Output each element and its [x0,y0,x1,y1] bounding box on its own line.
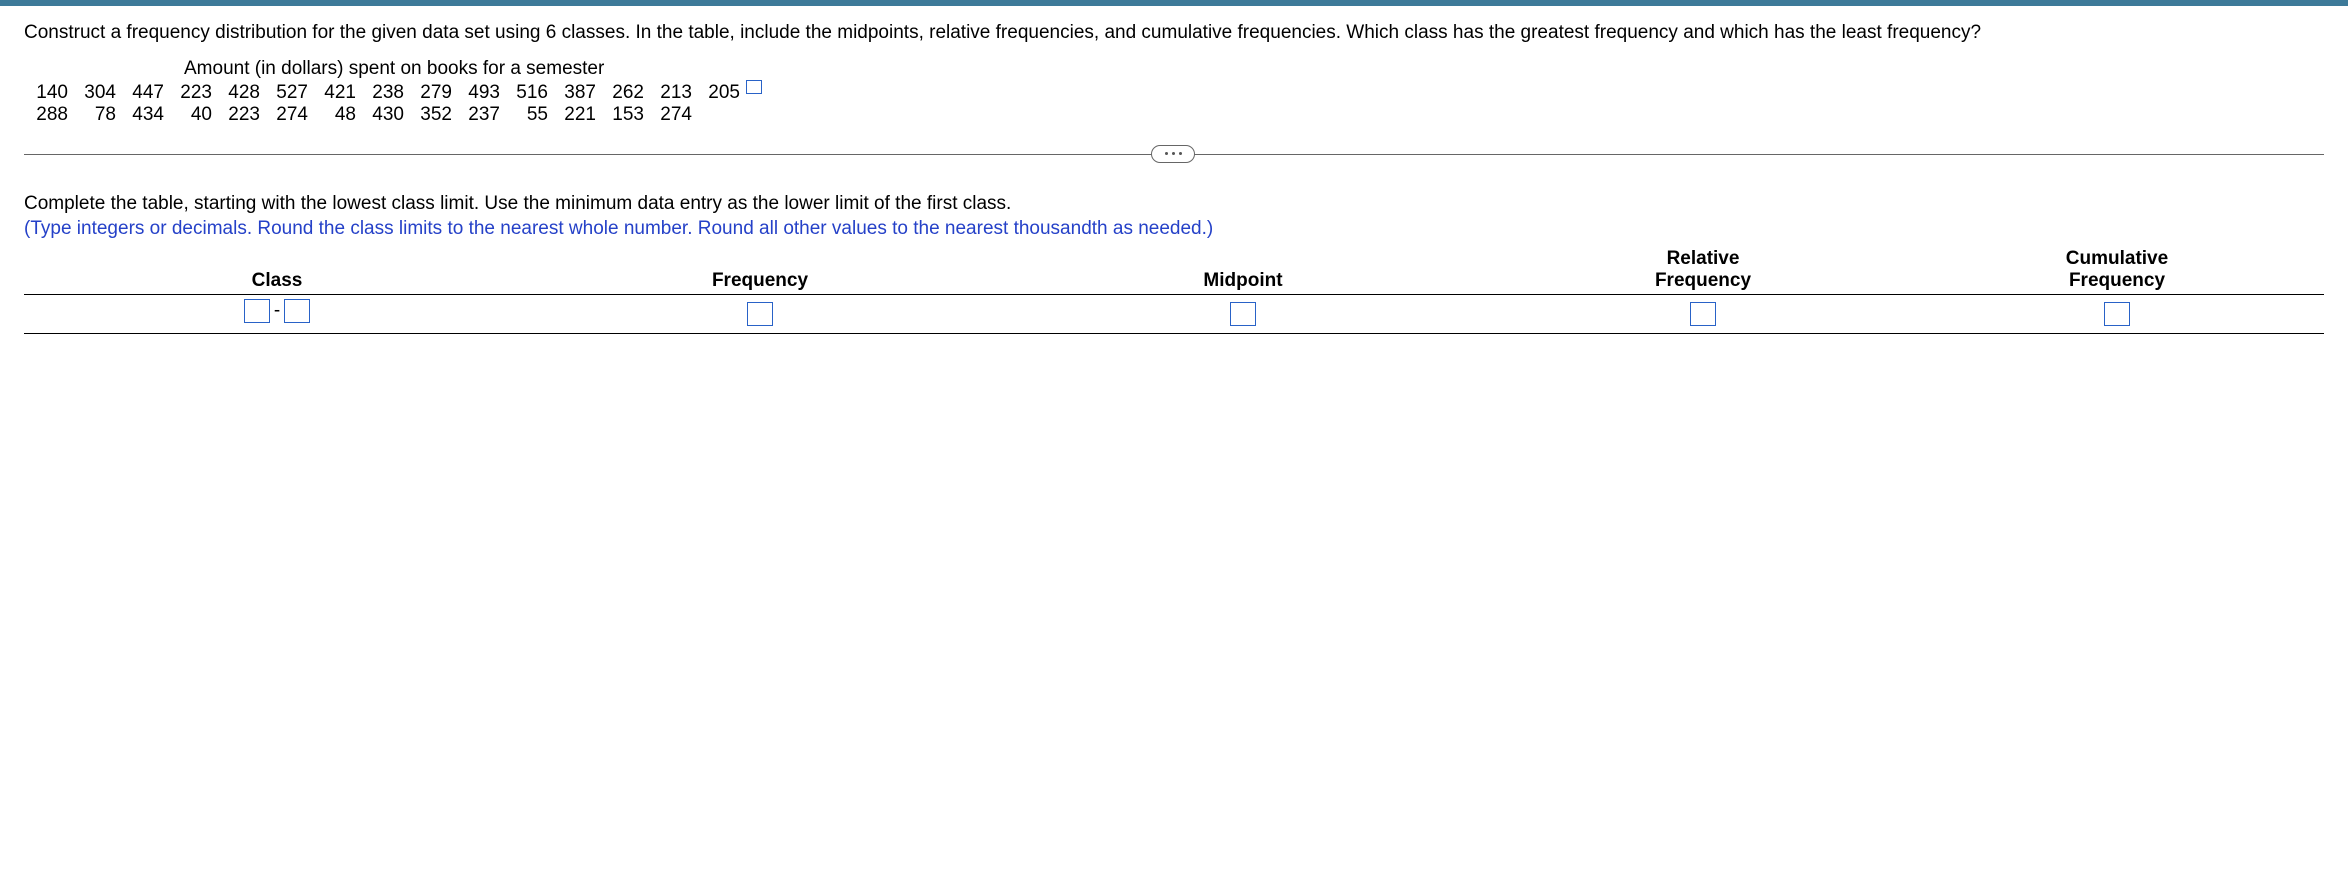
midpoint-input[interactable] [1230,302,1256,326]
data-cell: 223 [216,104,264,126]
content-area: Construct a frequency distribution for t… [0,6,2348,334]
cell-midpoint [990,302,1496,326]
data-cell: 527 [264,82,312,104]
header-cumulative-frequency: Cumulative Frequency [1910,248,2324,294]
data-cell: 213 [648,82,696,104]
data-cell: 140 [24,82,72,104]
data-title: Amount (in dollars) spent on books for a… [184,58,2324,80]
data-cell: 78 [72,104,120,126]
data-cell: 262 [600,82,648,104]
data-cell: 55 [504,104,552,126]
section-divider [24,154,2324,155]
frequency-table: Class Frequency Midpoint Relative Freque… [24,248,2324,334]
table-header-row: Class Frequency Midpoint Relative Freque… [24,248,2324,295]
cell-frequency [530,302,990,326]
data-cell: 279 [408,82,456,104]
header-cumulative-line2: Frequency [2069,270,2165,291]
header-cumulative-line1: Cumulative [2066,248,2168,269]
header-midpoint: Midpoint [990,270,1496,294]
data-cell: 274 [648,104,696,126]
data-row-1: 140 304 447 223 428 527 421 238 279 493 … [24,82,2324,104]
data-cell: 274 [264,104,312,126]
cell-relative-frequency [1496,302,1910,326]
data-cell: 447 [120,82,168,104]
instruction-hint: (Type integers or decimals. Round the cl… [24,218,1213,239]
data-cell: 428 [216,82,264,104]
header-frequency: Frequency [530,270,990,294]
class-lower-input[interactable] [244,299,270,323]
relative-frequency-input[interactable] [1690,302,1716,326]
data-cell: 304 [72,82,120,104]
data-rows: 140 304 447 223 428 527 421 238 279 493 … [24,82,2324,126]
frequency-input[interactable] [747,302,773,326]
data-cell: 516 [504,82,552,104]
data-cell: 434 [120,104,168,126]
data-cell: 288 [24,104,72,126]
cell-class: - [24,299,530,329]
header-relative-frequency: Relative Frequency [1496,248,1910,294]
data-cell: 238 [360,82,408,104]
cell-cumulative-frequency [1910,302,2324,326]
class-upper-input[interactable] [284,299,310,323]
table-row: - [24,295,2324,334]
data-cell: 387 [552,82,600,104]
data-cell: 421 [312,82,360,104]
data-cell: 48 [312,104,360,126]
instruction-text: Complete the table, starting with the lo… [24,191,2324,242]
class-dash: - [272,300,282,322]
data-cell [696,104,744,126]
data-cell: 352 [408,104,456,126]
expand-collapse-button[interactable] [1151,145,1195,163]
copy-data-icon[interactable] [748,82,762,94]
header-relative-line1: Relative [1667,248,1740,269]
data-cell: 205 [696,82,744,104]
cumulative-frequency-input[interactable] [2104,302,2130,326]
data-cell: 430 [360,104,408,126]
question-prompt: Construct a frequency distribution for t… [24,20,2324,46]
data-cell: 153 [600,104,648,126]
instruction-line1: Complete the table, starting with the lo… [24,193,1011,214]
data-block: Amount (in dollars) spent on books for a… [24,58,2324,126]
header-relative-line2: Frequency [1655,270,1751,291]
data-row-2: 288 78 434 40 223 274 48 430 352 237 55 … [24,104,2324,126]
data-cell: 493 [456,82,504,104]
data-cell: 223 [168,82,216,104]
header-class: Class [24,270,530,294]
data-cell: 221 [552,104,600,126]
data-cell: 237 [456,104,504,126]
data-cell: 40 [168,104,216,126]
